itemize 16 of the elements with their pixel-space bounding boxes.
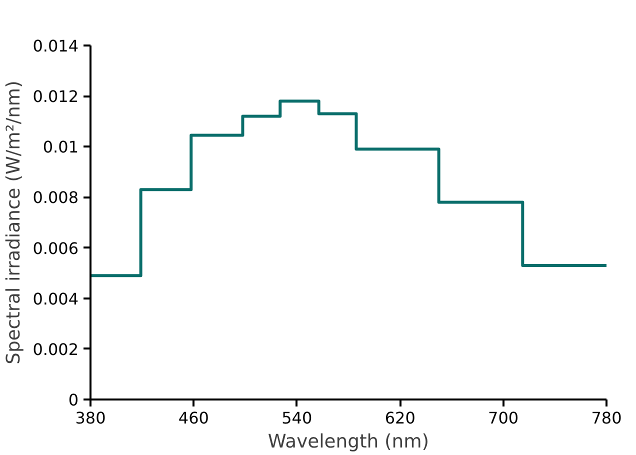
y-tick-label: 0 [68,390,79,410]
y-tick-label: 0.01 [42,138,78,157]
x-tick-label: 380 [75,408,106,428]
x-tick-label: 620 [384,408,416,428]
y-tick-label: 0.008 [32,188,79,208]
x-tick-label: 780 [591,408,622,428]
y-axis-title: Spectral irradiance (W/m²/nm) [4,80,25,364]
x-axis-title: Wavelength (nm) [268,432,430,452]
y-tick-label: 0.014 [32,36,79,56]
x-tick-label: 540 [282,408,312,428]
y-tick-label: 0.002 [32,340,79,359]
x-tick-label: 460 [178,408,209,428]
y-tick-label: 0.004 [32,289,79,308]
y-tick-label: 0.006 [32,238,79,258]
x-tick-label: 700 [488,408,519,428]
y-tick-label: 0.012 [32,87,79,106]
